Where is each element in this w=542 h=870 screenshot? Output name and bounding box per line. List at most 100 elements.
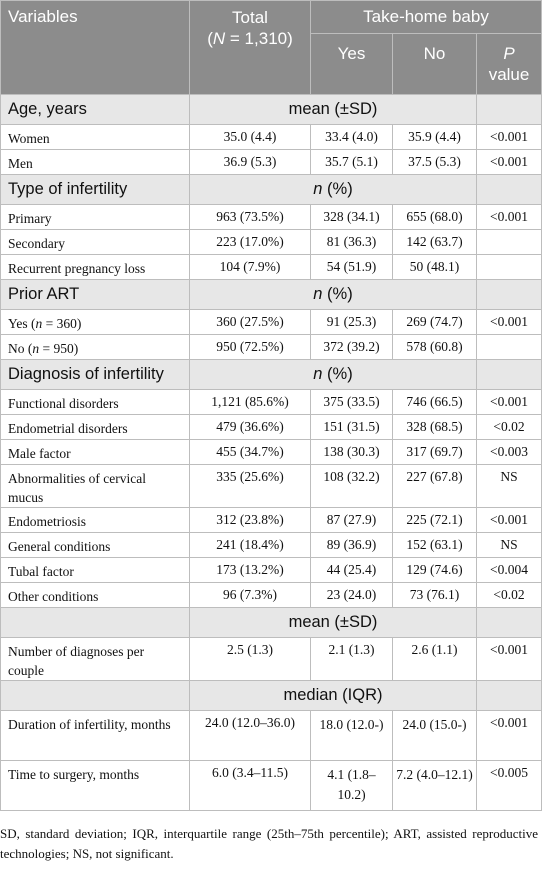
cell-total: 1,121 (85.6%) xyxy=(189,389,311,415)
section-p-blank xyxy=(475,359,542,390)
table-row: Primary 963 (73.5%) 328 (34.1) 655 (68.0) <0… xyxy=(0,204,542,230)
header-variables: Variables xyxy=(0,0,190,95)
section-header: mean (±SD) xyxy=(0,607,542,638)
cell-p-value: <0.001 xyxy=(475,309,542,335)
table-row: Tubal factor 173 (13.2%) 44 (25.4) 129 (74.… xyxy=(0,557,542,583)
header-p-value: P value xyxy=(475,33,542,95)
header-take-home-baby: Take-home baby xyxy=(309,0,542,34)
cell-no: 655 (68.0) xyxy=(392,204,477,230)
cell-yes: 33.4 (4.0) xyxy=(310,124,393,150)
table-row: Number of diagnoses per couple 2.5 (1.3) 2… xyxy=(0,637,542,681)
section-title xyxy=(0,607,190,638)
row-label: Recurrent pregnancy loss xyxy=(0,254,190,280)
cell-p-value: <0.005 xyxy=(475,760,542,811)
table-row: Endometrial disorders 479 (36.6%) 151 (31.… xyxy=(0,414,542,440)
cell-yes: 372 (39.2) xyxy=(310,334,393,360)
cell-total: 241 (18.4%) xyxy=(189,532,311,558)
cell-total: 24.0 (12.0–36.0) xyxy=(189,710,311,761)
row-label: Men xyxy=(0,149,190,175)
cell-p-value xyxy=(475,254,542,280)
section-stat: mean (±SD) xyxy=(189,607,477,638)
cell-p-value: <0.001 xyxy=(475,389,542,415)
header-total-n: (N = 1,310) xyxy=(207,29,293,48)
row-label: Tubal factor xyxy=(0,557,190,583)
cell-no: 37.5 (5.3) xyxy=(392,149,477,175)
row-label: No (n = 950) xyxy=(0,334,190,360)
section-title: Diagnosis of infertility xyxy=(0,359,190,390)
cell-p-value: <0.001 xyxy=(475,710,542,761)
section-stat: median (IQR) xyxy=(189,680,477,711)
cell-yes: 151 (31.5) xyxy=(310,414,393,440)
section-p-blank xyxy=(475,94,542,125)
cell-total: 455 (34.7%) xyxy=(189,439,311,465)
section-title: Type of infertility xyxy=(0,174,190,205)
header-p-value-word: value xyxy=(488,65,530,84)
cell-p-value: <0.001 xyxy=(475,149,542,175)
cell-p-value: <0.02 xyxy=(475,582,542,608)
section-stat: n (%) xyxy=(189,174,477,205)
section-p-blank xyxy=(475,174,542,205)
cell-no: 73 (76.1) xyxy=(392,582,477,608)
cell-yes: 23 (24.0) xyxy=(310,582,393,608)
section-stat: n (%) xyxy=(189,279,477,310)
row-label: Male factor xyxy=(0,439,190,465)
section-title: Age, years xyxy=(0,94,190,125)
section-title xyxy=(0,680,190,711)
cell-no: 50 (48.1) xyxy=(392,254,477,280)
cell-no: 24.0 (15.0-) xyxy=(392,710,477,761)
header-p-letter: P xyxy=(503,44,515,63)
section-stat: mean (±SD) xyxy=(189,94,477,125)
cell-total: 2.5 (1.3) xyxy=(189,637,311,681)
table-row: Men 36.9 (5.3) 35.7 (5.1) 37.5 (5.3) <0.001 xyxy=(0,149,542,175)
table-body: Age, years mean (±SD) Women 35.0 (4.4) 33.4 … xyxy=(0,94,542,811)
cell-p-value: <0.003 xyxy=(475,439,542,465)
cell-yes: 81 (36.3) xyxy=(310,229,393,255)
section-p-blank xyxy=(475,279,542,310)
cell-yes: 18.0 (12.0-) xyxy=(310,710,393,761)
cell-p-value: <0.001 xyxy=(475,637,542,681)
cell-p-value: NS xyxy=(475,464,542,508)
cell-total: 104 (7.9%) xyxy=(189,254,311,280)
cell-total: 360 (27.5%) xyxy=(189,309,311,335)
cell-yes: 89 (36.9) xyxy=(310,532,393,558)
cell-yes: 91 (25.3) xyxy=(310,309,393,335)
cell-yes: 375 (33.5) xyxy=(310,389,393,415)
row-label: Women xyxy=(0,124,190,150)
cell-no: 152 (63.1) xyxy=(392,532,477,558)
header-no: No xyxy=(392,33,477,95)
row-label: Abnormalities of cervical mucus xyxy=(0,464,190,508)
cell-no: 269 (74.7) xyxy=(392,309,477,335)
cell-p-value: <0.001 xyxy=(475,204,542,230)
header-total-label: Total xyxy=(232,8,268,27)
cell-yes: 4.1 (1.8–10.2) xyxy=(310,760,393,811)
cell-yes: 54 (51.9) xyxy=(310,254,393,280)
table-row: Yes (n = 360) 360 (27.5%) 91 (25.3) 269 (74… xyxy=(0,309,542,335)
cell-total: 950 (72.5%) xyxy=(189,334,311,360)
cell-total: 223 (17.0%) xyxy=(189,229,311,255)
table-row: Duration of infertility, months 24.0 (12.… xyxy=(0,710,542,761)
table-row: Secondary 223 (17.0%) 81 (36.3) 142 (63.7) xyxy=(0,229,542,255)
cell-yes: 35.7 (5.1) xyxy=(310,149,393,175)
cell-p-value: <0.004 xyxy=(475,557,542,583)
row-label: Duration of infertility, months xyxy=(0,710,190,761)
cell-no: 227 (67.8) xyxy=(392,464,477,508)
row-label: Yes (n = 360) xyxy=(0,309,190,335)
cell-yes: 328 (34.1) xyxy=(310,204,393,230)
section-p-blank xyxy=(475,680,542,711)
cell-no: 746 (66.5) xyxy=(392,389,477,415)
cell-total: 312 (23.8%) xyxy=(189,507,311,533)
cell-p-value xyxy=(475,229,542,255)
cell-no: 328 (68.5) xyxy=(392,414,477,440)
cell-no: 142 (63.7) xyxy=(392,229,477,255)
row-label: Endometrial disorders xyxy=(0,414,190,440)
cell-total: 36.9 (5.3) xyxy=(189,149,311,175)
table-row: Recurrent pregnancy loss 104 (7.9%) 54 (51… xyxy=(0,254,542,280)
cell-no: 317 (69.7) xyxy=(392,439,477,465)
section-header: Age, years mean (±SD) xyxy=(0,94,542,125)
cell-yes: 108 (32.2) xyxy=(310,464,393,508)
table-row: Abnormalities of cervical mucus 335 (25.6… xyxy=(0,464,542,508)
header-total: Total (N = 1,310) xyxy=(189,0,311,95)
cell-total: 173 (13.2%) xyxy=(189,557,311,583)
section-header: Type of infertility n (%) xyxy=(0,174,542,205)
header-yes: Yes xyxy=(310,33,393,95)
